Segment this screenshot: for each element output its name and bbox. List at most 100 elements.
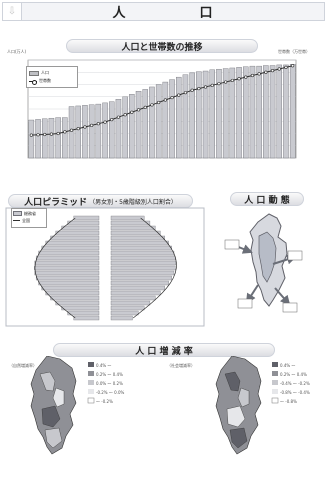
households-point — [170, 95, 174, 100]
population-bar — [142, 89, 148, 159]
social-rate-label: （社会増減率） — [167, 363, 195, 368]
households-point — [264, 70, 268, 74]
households-point — [237, 77, 241, 81]
households-point — [224, 80, 228, 84]
movement-box-4 — [282, 302, 298, 313]
rate-maps-svg — [30, 355, 279, 455]
page-title: 人 口 — [3, 3, 324, 21]
pyramid-bar-right — [110, 280, 169, 286]
households-legend-swatch — [29, 79, 37, 85]
population-bar — [82, 105, 88, 159]
population-bar — [115, 99, 122, 159]
legend-row-households: 世帯数 — [29, 77, 75, 85]
trend-section-title: 人口と世帯数の推移 — [66, 39, 258, 53]
population-bar — [88, 104, 95, 159]
population-bar — [129, 94, 135, 159]
population-bar — [283, 64, 289, 159]
pyramid-bar-left — [35, 275, 100, 281]
legend-row-population: 人口 — [29, 69, 75, 77]
page-header: ⇩ 人 口 — [2, 2, 325, 21]
pyramid-bar-right — [110, 225, 156, 231]
pyramid-bar-left — [34, 265, 100, 271]
population-bar — [276, 64, 282, 159]
households-point — [116, 115, 121, 119]
population-bar — [189, 72, 195, 159]
population-bar — [209, 69, 215, 159]
households-point — [130, 110, 134, 114]
natural-rate-map — [30, 355, 77, 455]
households-point — [76, 126, 80, 131]
households-point — [230, 78, 234, 83]
pyramid-bar-right — [110, 220, 151, 226]
down-arrow-icon: ⇩ — [3, 3, 22, 20]
households-point — [183, 91, 188, 95]
population-bar — [28, 119, 35, 159]
population-legend-swatch — [29, 70, 39, 76]
social-rate-legend-text: 0.4% ～ 0.2% ～ 0.4% -0.4% ～ -0.2% -0.8% ～… — [280, 361, 310, 406]
households-point — [210, 83, 214, 87]
households-point — [49, 132, 54, 136]
population-bar — [289, 64, 296, 159]
population-bar — [55, 117, 61, 159]
population-bar — [135, 91, 142, 159]
households-legend-label: 世帯数 — [39, 78, 51, 83]
households-point — [177, 93, 181, 97]
pyramid-bar-left — [41, 245, 100, 251]
pyramid-bar-label: 総務省 — [24, 210, 36, 216]
population-bar — [102, 102, 108, 159]
population-change-rate-maps: （自然増減率） （社会増減率） — [4, 355, 321, 476]
population-bar — [236, 67, 242, 159]
households-point — [197, 86, 201, 91]
natural-legend-2: 0.2% ～ 0.4% — [96, 372, 123, 377]
pyramid-bar-right — [110, 250, 175, 256]
pyramid-bar-left — [73, 215, 100, 221]
households-point — [291, 64, 295, 68]
pyramid-line-right — [132, 217, 177, 319]
pyramid-line-label: 全国 — [22, 217, 30, 223]
pyramid-bar-left — [50, 295, 100, 301]
pyramid-bar-right — [110, 240, 169, 246]
households-point — [203, 85, 208, 89]
pyramid-bar-right — [110, 310, 139, 316]
households-point — [270, 69, 275, 73]
population-bar — [202, 70, 209, 159]
pyramid-bar-right — [110, 230, 161, 236]
population-bar — [155, 84, 162, 159]
households-point — [29, 133, 33, 137]
pyramid-bar-right — [110, 255, 176, 261]
movement-box-1 — [224, 239, 240, 250]
population-bar — [243, 66, 249, 159]
pyramid-bar-right — [110, 260, 176, 266]
population-bar — [229, 67, 236, 159]
movement-box-3 — [237, 298, 253, 309]
social-legend-3: -0.4% ～ -0.2% — [280, 381, 310, 386]
population-bar — [42, 118, 48, 159]
lake-shape — [258, 231, 277, 283]
households-point — [217, 82, 221, 86]
households-point — [103, 120, 107, 124]
households-point — [110, 118, 114, 122]
pyramid-legend-line-row: 全国 — [13, 217, 45, 224]
social-legend-4: -0.8% ～ -0.4% — [280, 390, 310, 395]
natural-legend-3: 0.0% ～ 0.2% — [96, 381, 123, 386]
population-bar — [149, 86, 155, 159]
population-bar — [169, 79, 175, 159]
pyramid-svg — [5, 207, 205, 327]
pyramid-bar-left — [45, 240, 100, 246]
population-bar — [249, 65, 256, 159]
trend-title-text: 人口と世帯数の推移 — [121, 42, 203, 53]
population-bar — [68, 106, 75, 159]
social-rate-map — [215, 355, 262, 455]
population-bar — [95, 103, 102, 159]
natural-legend-5: ～ -0.2% — [96, 399, 113, 404]
households-point — [96, 122, 100, 126]
pyramid-bar-left — [73, 315, 100, 321]
pyramid-bar-left — [38, 280, 100, 286]
population-movement-map — [215, 208, 321, 329]
rates-title-text: 人 口 増 減 率 — [135, 346, 193, 357]
population-bar — [176, 76, 182, 159]
pyramid-bar-left — [41, 285, 100, 291]
population-pyramid: 総務省 全国 — [4, 206, 206, 330]
flow-arrow-southeast — [274, 287, 291, 306]
right-axis-unit: 世帯数（万世帯） — [278, 49, 310, 54]
